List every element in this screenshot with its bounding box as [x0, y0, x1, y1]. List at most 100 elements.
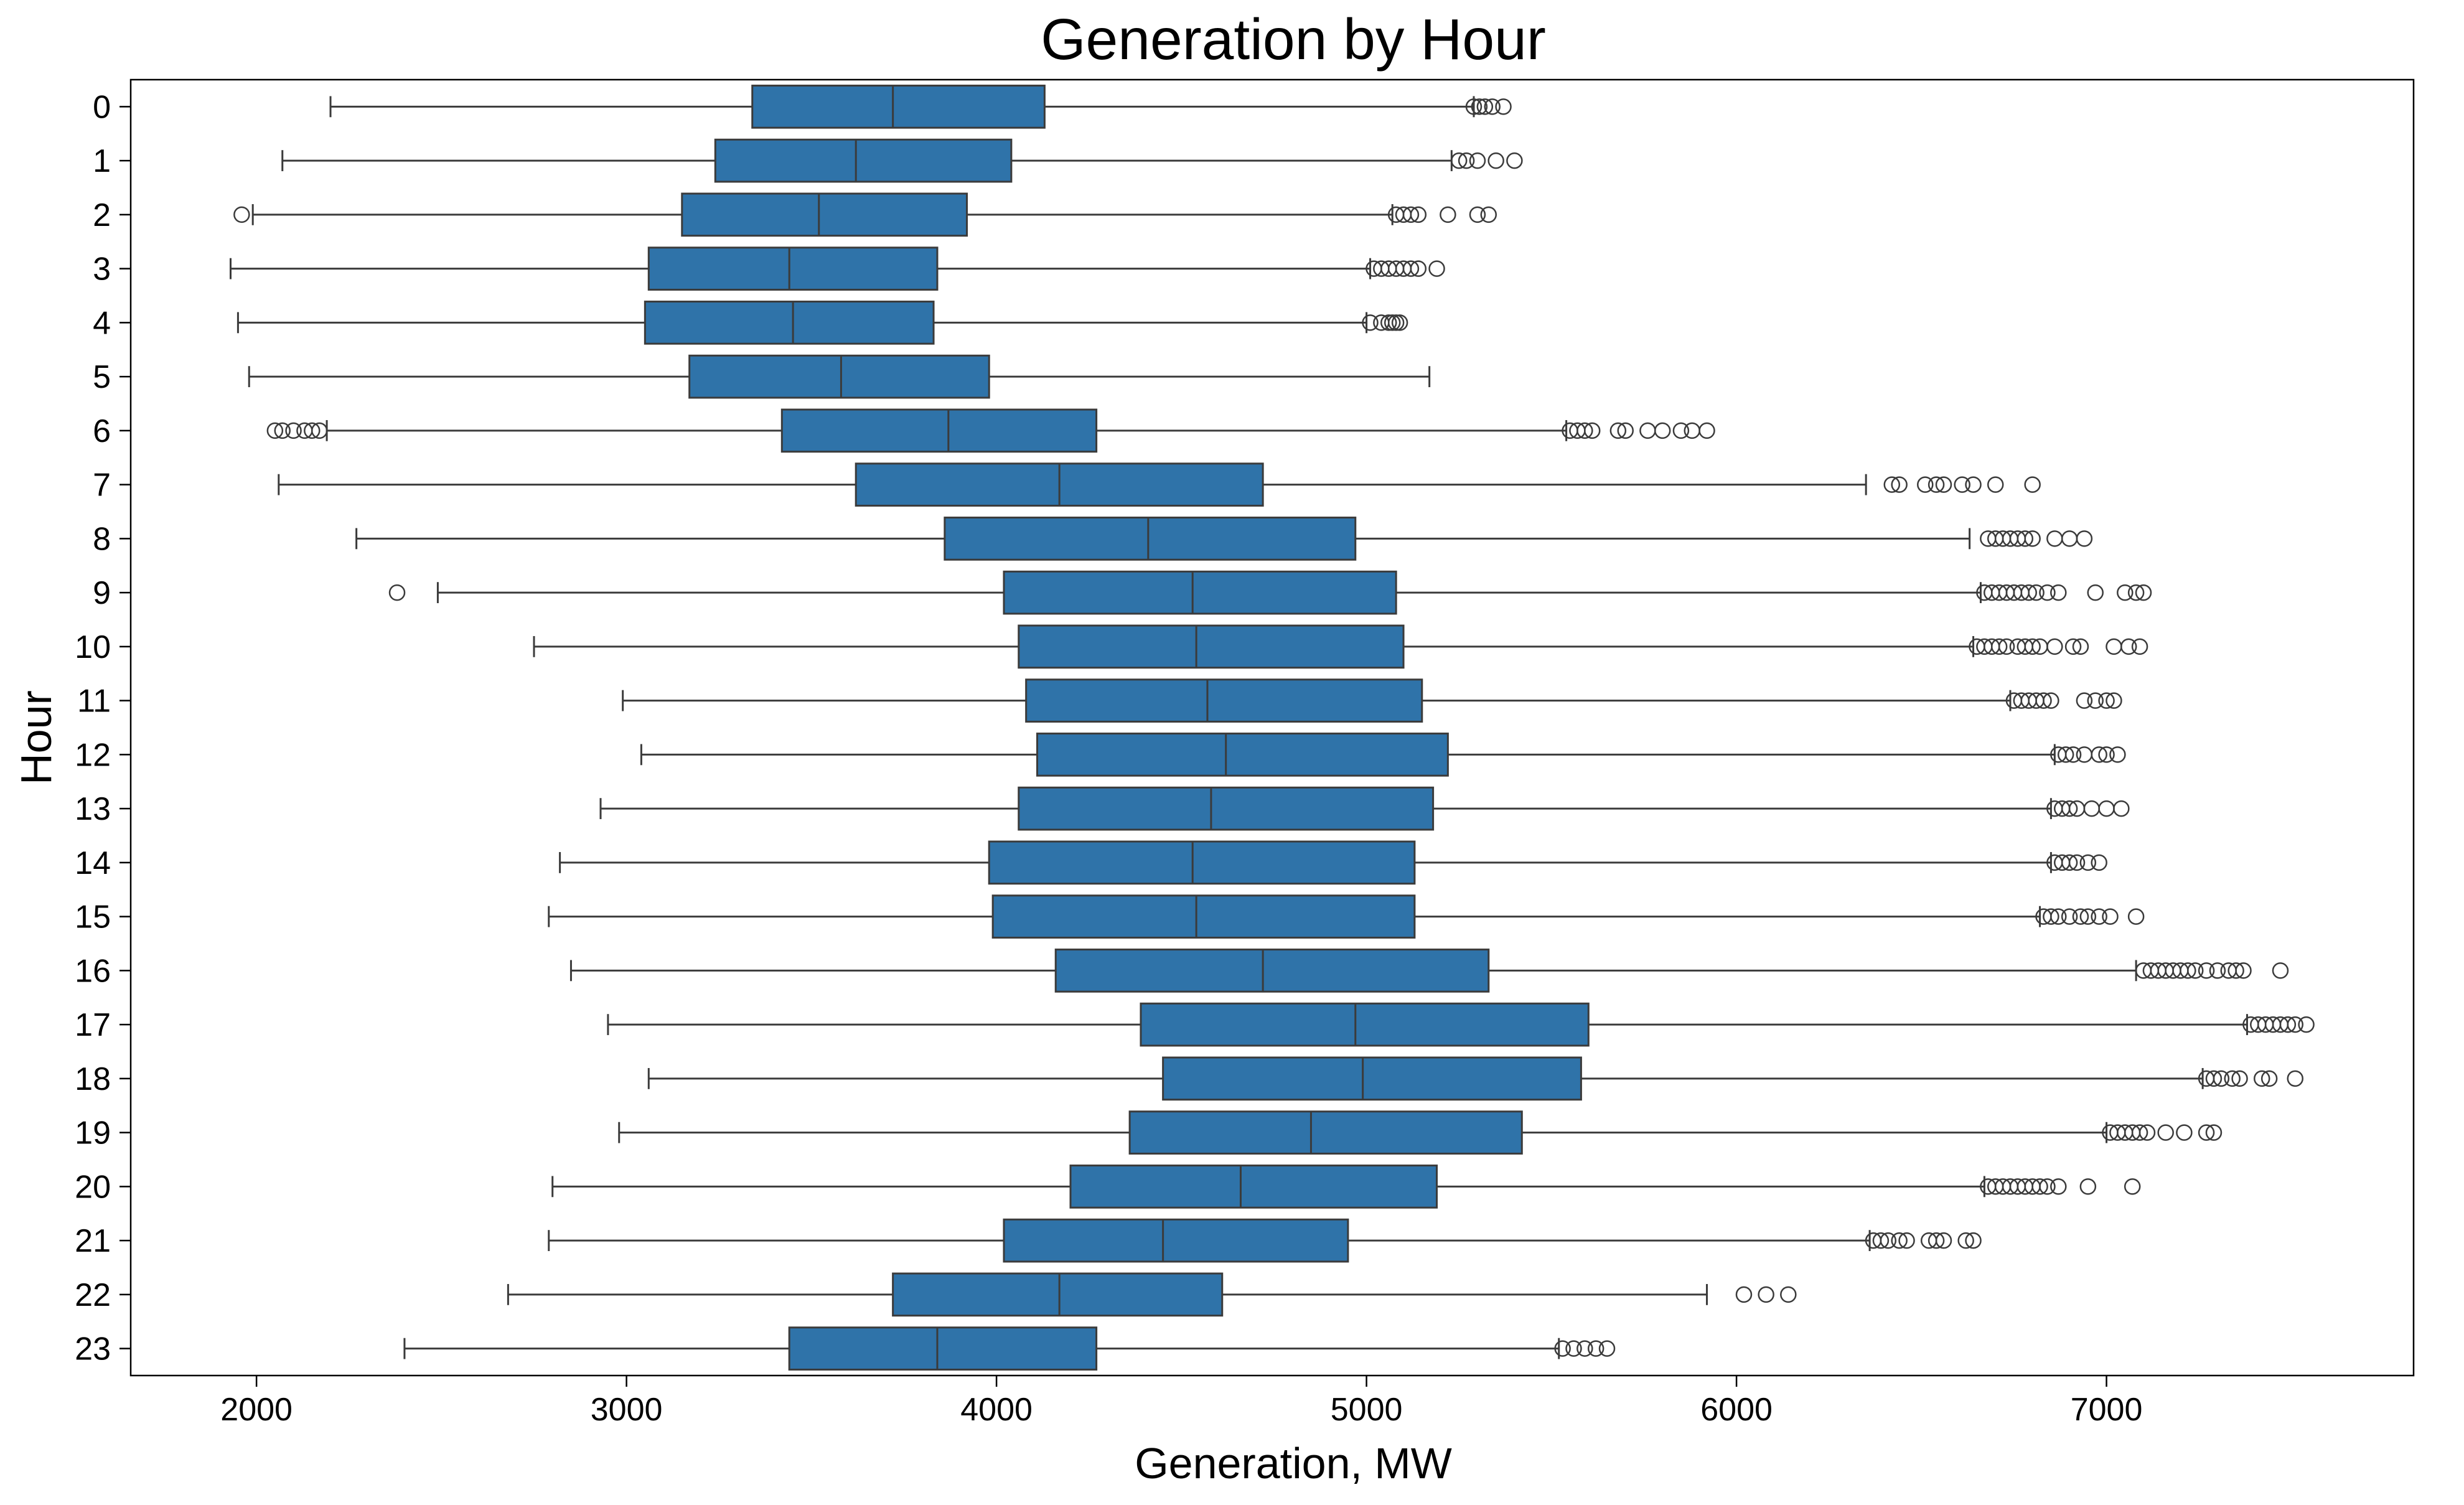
y-tick-label: 6 — [93, 413, 111, 449]
y-tick-label: 4 — [93, 305, 111, 341]
outlier-point — [1735, 1286, 1753, 1303]
outlier-point — [2020, 584, 2037, 601]
outlier-point — [2087, 692, 2104, 709]
outlier-point — [1410, 260, 1427, 277]
y-tick-label: 18 — [75, 1061, 111, 1097]
outlier-point — [1469, 206, 1486, 223]
outlier-point — [1880, 1232, 1897, 1249]
outlier-point — [2157, 1124, 2174, 1141]
iqr-box — [1025, 678, 1423, 723]
outlier-point — [1469, 152, 1486, 169]
outlier-point — [2024, 638, 2041, 655]
outlier-point — [2028, 584, 2045, 601]
outlier-point — [304, 422, 321, 439]
outlier-point — [2061, 854, 2078, 871]
plot-area: 2000 3000 4000 5000 6000 70000123456789101112… — [75, 85, 2315, 1428]
outlier-point — [2098, 692, 2115, 709]
y-tick-label: 15 — [75, 899, 111, 935]
outlier-point — [1506, 152, 1523, 169]
outlier-point — [2213, 1070, 2230, 1087]
box-hour-7: 7 — [93, 462, 2041, 507]
outlier-point — [1440, 206, 1456, 223]
outlier-point — [2209, 962, 2226, 979]
outlier-point — [311, 422, 328, 439]
iqr-box — [892, 1272, 1224, 1317]
y-tick-label: 3 — [93, 251, 111, 288]
outlier-point — [2120, 638, 2137, 655]
outlier-point — [2180, 962, 2196, 979]
outlier-point — [1428, 260, 1445, 277]
outlier-point — [1402, 260, 1420, 277]
iqr-box — [1003, 1218, 1349, 1263]
box-hour-8: 8 — [93, 517, 2093, 561]
y-tick-label: 20 — [75, 1169, 111, 1205]
outlier-point — [1654, 422, 1671, 439]
outlier-point — [2039, 1178, 2056, 1195]
outlier-point — [2113, 800, 2130, 817]
box-hour-13: 13 — [75, 786, 2130, 831]
outlier-point — [1598, 1340, 1616, 1357]
outlier-point — [2043, 692, 2059, 709]
box-hour-2: 2 — [93, 192, 1497, 237]
outlier-point — [1450, 152, 1468, 169]
outlier-point — [2124, 1178, 2141, 1195]
outlier-point — [2127, 584, 2145, 601]
box-hour-21: 21 — [75, 1218, 1982, 1263]
outlier-point — [1935, 476, 1952, 493]
outlier-point — [2050, 1178, 2067, 1195]
outlier-point — [2061, 908, 2078, 925]
iqr-box — [991, 894, 1416, 939]
y-tick-label: 17 — [75, 1007, 111, 1043]
y-tick-label: 23 — [75, 1331, 111, 1367]
outlier-point — [1684, 422, 1700, 439]
outlier-point — [1476, 98, 1494, 115]
outlier-point — [2079, 1178, 2097, 1195]
y-tick-label: 22 — [75, 1277, 111, 1313]
outlier-point — [1872, 1232, 1890, 1249]
y-tick-label: 12 — [75, 737, 111, 773]
outlier-point — [2224, 1070, 2241, 1087]
y-tick-label: 5 — [93, 359, 111, 395]
outlier-point — [2106, 692, 2122, 709]
outlier-point — [2260, 1070, 2278, 1087]
outlier-point — [1987, 476, 2004, 493]
outlier-point — [2205, 1124, 2223, 1141]
outlier-point — [2087, 584, 2104, 601]
box-hour-14: 14 — [75, 840, 2107, 885]
outlier-point — [1928, 1232, 1945, 1249]
outlier-point — [1410, 206, 1427, 223]
box-hour-3: 3 — [93, 246, 1445, 291]
iqr-box — [688, 354, 990, 399]
iqr-box — [714, 138, 1013, 183]
outlier-point — [1458, 152, 1475, 169]
outlier-point — [2176, 1124, 2193, 1141]
outlier-point — [2127, 908, 2145, 925]
outlier-point — [2227, 962, 2244, 979]
plot-frame — [129, 78, 2415, 1377]
outlier-point — [1998, 638, 2015, 655]
iqr-box — [1054, 949, 1490, 993]
y-tick-label: 10 — [75, 629, 111, 665]
outlier-point — [1384, 314, 1401, 331]
outlier-point — [2072, 638, 2089, 655]
box-hour-6: 6 — [93, 408, 1715, 453]
outlier-point — [2254, 1070, 2270, 1087]
iqr-box — [788, 1326, 1098, 1371]
outlier-point — [2102, 908, 2119, 925]
outlier-point — [2024, 476, 2041, 493]
y-tick-label: 11 — [77, 683, 111, 720]
iqr-box — [1018, 624, 1405, 669]
iqr-box — [1003, 570, 1397, 615]
outlier-point — [2098, 746, 2115, 763]
outlier-point — [1965, 476, 1982, 493]
outlier-point — [2046, 530, 2063, 547]
outlier-point — [2187, 962, 2204, 979]
outlier-point — [388, 584, 406, 601]
y-tick-label: 13 — [75, 791, 111, 827]
outlier-point — [1698, 422, 1715, 439]
outlier-point — [1990, 638, 2008, 655]
outlier-point — [1402, 206, 1420, 223]
box-hour-4: 4 — [93, 301, 1408, 345]
iqr-box — [647, 246, 939, 291]
